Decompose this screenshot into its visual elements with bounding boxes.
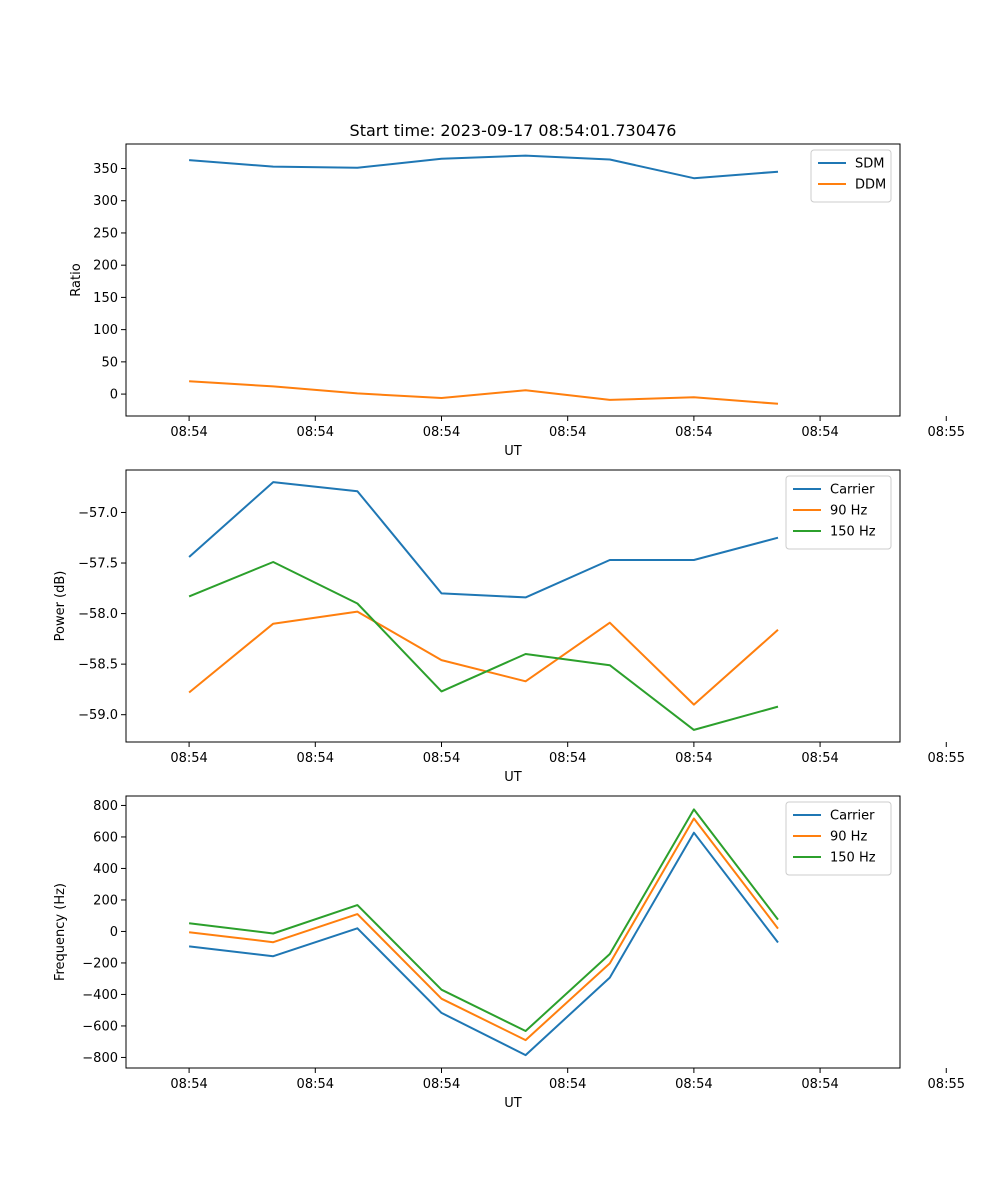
y-tick-label: 0: [110, 388, 118, 403]
chart-panel-power: 08:54 08:54 08:54 08:54 08:54 08:54 08:55 −57.0…: [53, 469, 965, 785]
x-tick-label: 08:55: [928, 1077, 965, 1092]
y-tick-label: 250: [93, 226, 118, 241]
y-tick-label: −600: [82, 1019, 118, 1034]
axes-frame: [125, 795, 901, 1069]
legend: Carrier 90 Hz 150 Hz: [785, 801, 892, 876]
x-tick-label: 08:54: [297, 425, 334, 440]
series-line-0: [188, 481, 779, 599]
y-axis-label: Power (dB): [53, 571, 68, 642]
legend: SDM DDM: [810, 149, 892, 203]
y-tick-label: 300: [93, 194, 118, 209]
y-axis-label: Ratio: [69, 263, 84, 296]
y-tick-label: 150: [93, 291, 118, 306]
legend-label: SDM: [855, 157, 884, 172]
x-tick-label: 08:54: [801, 425, 838, 440]
axes-frame: [125, 469, 901, 743]
figure-title: Start time: 2023-09-17 08:54:01.730476: [350, 121, 677, 140]
y-tick-label: −57.0: [78, 506, 118, 521]
series-line-2: [188, 561, 779, 731]
legend-label: DDM: [855, 178, 886, 193]
series-line-1: [188, 817, 779, 1042]
legend-label: 90 Hz: [830, 504, 867, 519]
x-tick-label: 08:54: [549, 751, 586, 766]
x-tick-label: 08:54: [801, 751, 838, 766]
series-line-1: [188, 610, 779, 706]
x-tick-label: 08:54: [675, 1077, 712, 1092]
y-tick-label: 200: [93, 259, 118, 274]
y-tick-label: 200: [93, 893, 118, 908]
chart-panel-ratio: 08:54 08:54 08:54 08:54 08:54 08:54 08:55 0 50 10…: [69, 143, 965, 459]
legend-label: 90 Hz: [830, 830, 867, 845]
x-tick-label: 08:54: [675, 425, 712, 440]
x-tick-label: 08:54: [297, 1077, 334, 1092]
legend-label: 150 Hz: [830, 525, 876, 540]
y-tick-label: 0: [110, 925, 118, 940]
y-tick-label: −400: [82, 988, 118, 1003]
legend-label: 150 Hz: [830, 851, 876, 866]
legend-label: Carrier: [830, 483, 875, 498]
x-tick-label: 08:54: [423, 425, 460, 440]
x-tick-label: 08:54: [423, 1077, 460, 1092]
y-axis-label: Frequency (Hz): [53, 883, 68, 981]
y-tick-label: 350: [93, 162, 118, 177]
series-line-2: [188, 808, 779, 1032]
series-line-0: [188, 831, 779, 1057]
x-tick-label: 08:54: [170, 751, 207, 766]
y-tick-label: −58.5: [78, 658, 118, 673]
legend: Carrier 90 Hz 150 Hz: [785, 475, 892, 550]
y-tick-label: 50: [101, 355, 118, 370]
y-tick-label: 800: [93, 799, 118, 814]
x-tick-label: 08:54: [549, 425, 586, 440]
series-line-1: [189, 380, 779, 405]
chart-panel-frequency: 08:54 08:54 08:54 08:54 08:54 08:54 08:55 800 60…: [53, 795, 965, 1111]
y-tick-label: −200: [82, 956, 118, 971]
x-axis-label: UT: [504, 770, 522, 785]
x-tick-label: 08:54: [170, 425, 207, 440]
x-tick-label: 08:54: [170, 1077, 207, 1092]
y-tick-label: −59.0: [78, 708, 118, 723]
legend-label: Carrier: [830, 809, 875, 824]
x-axis-label: UT: [504, 444, 522, 459]
y-tick-label: 400: [93, 862, 118, 877]
x-tick-label: 08:54: [297, 751, 334, 766]
axes-frame: [125, 143, 901, 417]
x-tick-label: 08:55: [928, 751, 965, 766]
x-tick-label: 08:54: [675, 751, 712, 766]
x-axis-label: UT: [504, 1096, 522, 1111]
y-tick-label: −57.5: [78, 557, 118, 572]
x-tick-label: 08:54: [801, 1077, 838, 1092]
series-line-0: [189, 154, 779, 180]
y-tick-label: 600: [93, 830, 118, 845]
x-tick-label: 08:54: [549, 1077, 586, 1092]
y-tick-label: 100: [93, 323, 118, 338]
y-tick-label: −58.0: [78, 607, 118, 622]
x-tick-label: 08:55: [928, 425, 965, 440]
y-tick-label: −800: [82, 1051, 118, 1066]
x-tick-label: 08:54: [423, 751, 460, 766]
